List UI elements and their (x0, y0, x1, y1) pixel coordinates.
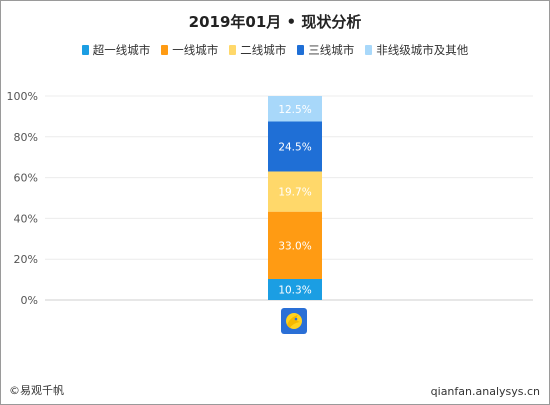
product-logo-icon (281, 308, 307, 334)
legend-item[interactable]: 超一线城市 (81, 42, 151, 58)
y-tick-label: 60% (14, 172, 38, 185)
data-label: 12.5% (278, 104, 311, 116)
bar-segment (268, 121, 322, 172)
legend-swatch (365, 45, 373, 55)
legend-label: 非线级城市及其他 (376, 43, 469, 57)
legend-swatch (229, 45, 237, 55)
legend-item[interactable]: 非线级城市及其他 (365, 42, 468, 58)
data-label: 10.3% (278, 284, 311, 296)
data-label: 33.0% (278, 240, 311, 252)
bar-segment (268, 211, 322, 279)
legend-label: 二线城市 (240, 43, 287, 57)
bar-segment (268, 278, 322, 300)
legend-item[interactable]: 三线城市 (297, 42, 354, 58)
chart-title: 2019年01月 • 现状分析 (188, 13, 362, 31)
legend-label: 一线城市 (172, 43, 219, 57)
legend-item[interactable]: 一线城市 (161, 42, 218, 58)
legend-swatch (297, 45, 305, 55)
legend-label: 三线城市 (308, 43, 355, 57)
source-label: ©易观千帆 (9, 384, 64, 397)
data-label: 24.5% (278, 141, 311, 153)
legend-item[interactable]: 二线城市 (229, 42, 286, 58)
y-tick-label: 0% (21, 294, 38, 307)
y-tick-label: 80% (14, 131, 38, 144)
legend-swatch (161, 45, 169, 55)
website-label: qianfan.analysys.cn (430, 385, 540, 398)
bar-segment (268, 96, 322, 122)
y-tick-label: 40% (14, 212, 38, 225)
y-tick-label: 20% (14, 253, 38, 266)
bar-segment (268, 171, 322, 212)
y-tick-label: 100% (7, 90, 38, 103)
legend-swatch (81, 45, 89, 55)
legend-label: 超一线城市 (92, 43, 151, 57)
data-label: 19.7% (278, 187, 311, 199)
chart-legend: 超一线城市 一线城市 二线城市 三线城市 非线级城市及其他 (1, 42, 549, 58)
